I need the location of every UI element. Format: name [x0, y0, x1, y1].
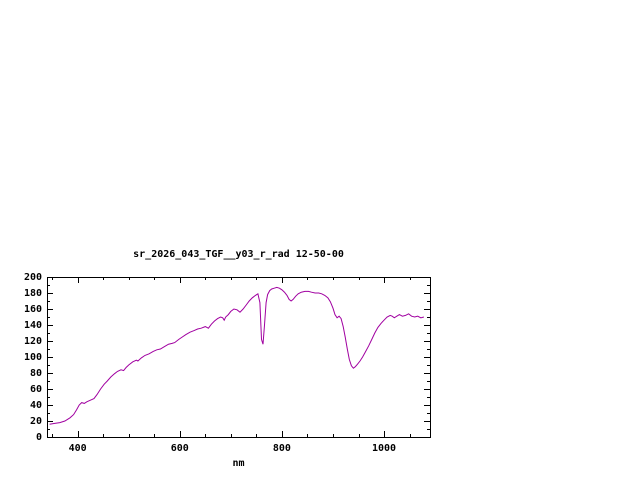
plot-border: [47, 277, 431, 438]
y-tick-label: 120: [23, 336, 42, 347]
y-tick-label: 80: [29, 368, 42, 379]
x-tick-label: 800: [272, 443, 291, 454]
y-tick-label: 140: [23, 320, 42, 331]
y-tick-label: 40: [29, 400, 42, 411]
x-axis-label: nm: [232, 458, 245, 469]
x-tick-label: 600: [170, 443, 189, 454]
spectrum-line: [49, 286, 425, 425]
x-tick-label: 400: [68, 443, 87, 454]
chart-title: sr_2026_043_TGF__y03_r_rad 12-50-00: [133, 249, 344, 260]
y-tick-label: 20: [29, 416, 42, 427]
y-tick-label: 160: [23, 304, 42, 315]
y-tick-label: 100: [23, 352, 42, 363]
y-tick-label: 180: [23, 288, 42, 299]
y-tick-label: 200: [23, 272, 42, 283]
x-tick-label: 1000: [371, 443, 397, 454]
y-tick-label: 60: [29, 384, 42, 395]
y-tick-label: 0: [35, 432, 42, 443]
